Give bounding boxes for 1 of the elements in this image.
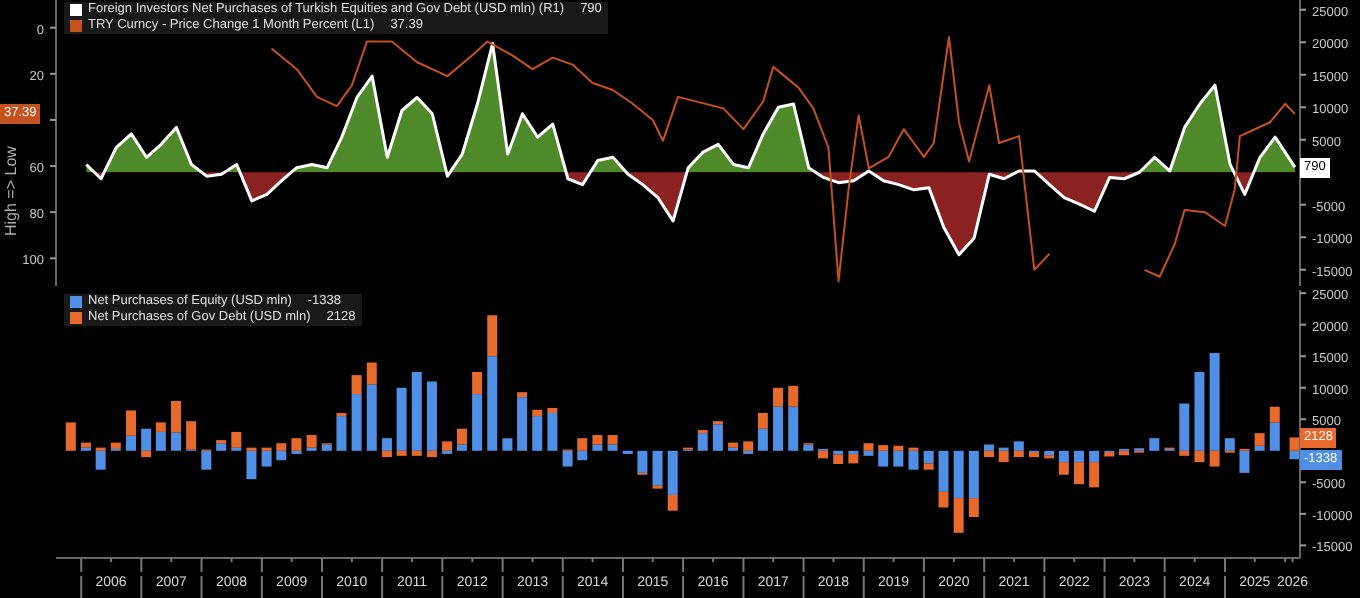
y-axis-title: High => Low bbox=[2, 146, 20, 236]
